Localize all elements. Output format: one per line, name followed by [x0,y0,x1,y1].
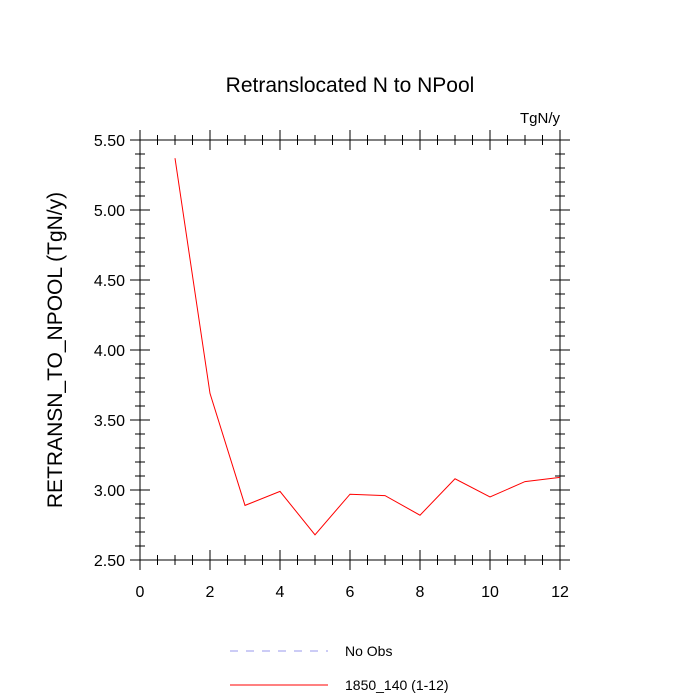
y-tick-label: 3.00 [94,483,125,500]
x-tick-label: 6 [346,584,355,601]
x-tick-labels: 0 2 4 6 8 10 12 [136,584,569,601]
legend-label-no-obs: No Obs [345,643,392,659]
legend-label-1850-140: 1850_140 (1-12) [345,677,449,693]
plot-frame [139,139,561,561]
series-lines [174,158,561,536]
y-tick-label: 4.50 [94,273,125,290]
x-tick-label: 4 [276,584,285,601]
x-tick-label: 0 [136,584,145,601]
y-tick-label: 3.50 [94,413,125,430]
x-tick-label: 10 [481,584,499,601]
x-tick-label: 2 [206,584,215,601]
y-tick-label: 2.50 [94,553,125,570]
x-tick-label: 8 [416,584,425,601]
y-tick-label: 5.50 [94,133,125,150]
units-label: TgN/y [520,110,561,127]
legend: No Obs 1850_140 (1-12) [230,643,449,693]
y-tick-label: 5.00 [94,203,125,220]
minor-ticks [135,135,565,565]
series-line-1850-140-1-12- [174,158,561,536]
x-tick-label: 12 [551,584,569,601]
chart-title: Retranslocated N to NPool [226,74,475,97]
major-ticks [130,130,570,570]
y-tick-labels: 2.50 3.00 3.50 4.00 4.50 5.00 5.50 [94,133,125,570]
y-axis-label: RETRANSN_TO_NPOOL (TgN/y) [44,192,67,508]
y-tick-label: 4.00 [94,343,125,360]
